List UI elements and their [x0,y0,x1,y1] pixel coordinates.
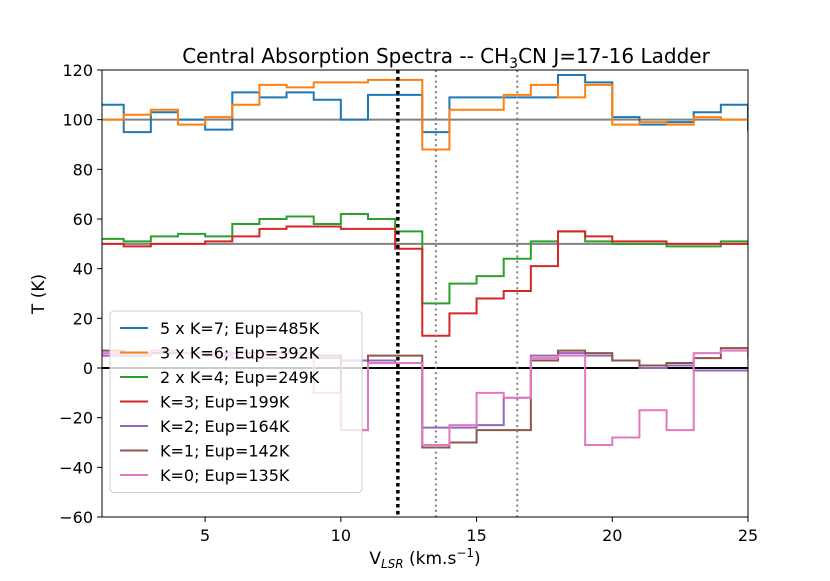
x-tick-label-2: 15 [466,526,486,545]
legend: 5 x K=7; Eup=485K 3 x K=6; Eup=392K 2 x K=… [109,310,363,493]
y-tick-label-9: 120 [62,61,93,80]
y-axis-label: T (K) [29,274,49,315]
plot-frame [101,69,749,518]
legend-label-4: K=2; Eup=164K [160,417,290,436]
y-tick-label-0: −60 [59,508,93,527]
x-axis-label-unit: (km.s [404,549,457,569]
x-axis-label-superscript: −1 [456,546,474,560]
legend-label-1: 3 x K=6; Eup=392K [160,344,320,363]
legend-box [109,310,363,493]
x-tick-label-0: 5 [200,526,210,545]
plot-area: 5 x K=7; Eup=485K 3 x K=6; Eup=392K 2 x K=… [101,69,749,518]
y-tick-label-2: −20 [59,409,93,428]
x-axis-label-main: V [369,549,381,569]
chart-title-subscript: 3 [509,56,518,72]
y-tick-label-6: 60 [73,210,93,229]
y-tick-label-1: −40 [59,458,93,477]
x-tick-label-1: 10 [331,526,351,545]
legend-label-3: K=3; Eup=199K [160,393,290,412]
y-tick-label-4: 20 [73,309,93,328]
series-line-3 [102,225,748,337]
x-tick-label-4: 25 [738,526,758,545]
y-axis-ticks: −60 −40 −20 0 20 40 60 80 100 120 [59,61,102,527]
series-line-2 [102,213,748,305]
legend-label-6: K=0; Eup=135K [160,466,290,485]
x-tick-label-3: 20 [602,526,622,545]
legend-label-2: 2 x K=4; Eup=249K [160,368,320,387]
x-axis-label-end: ) [474,549,481,569]
y-tick-label-8: 100 [62,111,93,130]
y-tick-label-5: 40 [73,260,93,279]
chart-title-tail: CN J=17-16 Ladder [518,44,711,68]
velocity-markers [396,70,519,517]
legend-label-0: 5 x K=7; Eup=485K [160,319,320,338]
x-axis-ticks: 5 10 15 20 25 [200,517,758,545]
y-tick-label-7: 80 [73,160,93,179]
chart-title-group: Central Absorption Spectra -- CH3CN J=17… [182,44,710,72]
legend-label-5: K=1; Eup=142K [160,442,290,461]
y-tick-label-3: 0 [83,359,93,378]
chart-title-main: Central Absorption Spectra -- CH [182,44,509,68]
chart-title: Central Absorption Spectra -- CH3CN J=17… [182,44,710,72]
series-line-1 [102,78,748,151]
x-axis-label-subscript: LSR [381,557,404,571]
x-axis-label: VLSR (km.s−1) [369,546,480,571]
